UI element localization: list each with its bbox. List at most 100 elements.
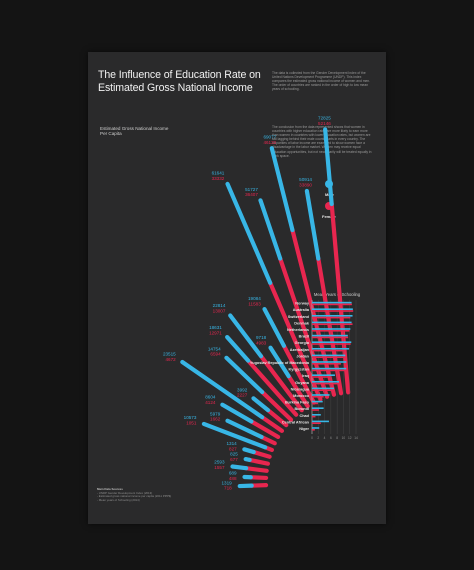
female-gni-bar xyxy=(278,256,330,399)
female-gni-bar xyxy=(260,415,285,433)
male-gni-bar xyxy=(225,334,251,363)
female-schooling-bar xyxy=(312,363,341,365)
male-schooling-bar xyxy=(312,381,340,383)
male-gni-bar xyxy=(230,464,249,471)
female-value-label: 52146 xyxy=(318,121,331,126)
footer-line: - Mean years of Schooling (2014) xyxy=(97,497,140,502)
male-schooling-bar xyxy=(312,414,321,416)
country-label: Netherlands xyxy=(287,328,309,332)
country-label: Norway xyxy=(295,302,310,306)
country-label: Nicaragua xyxy=(291,387,310,391)
male-gni-bar xyxy=(220,402,254,424)
country-label: Yugoslav Republic of Macedonia xyxy=(250,361,310,365)
gni-axis-label: Estimated Gross National Income Per Capi… xyxy=(100,126,169,137)
male-value-label: 5979 xyxy=(210,411,221,416)
female-value-label: 2227 xyxy=(237,393,248,398)
male-schooling-bar xyxy=(312,301,352,304)
country-label: Iraq xyxy=(302,374,310,378)
male-schooling-bar xyxy=(312,341,352,343)
female-value-label: 12971 xyxy=(209,330,222,335)
male-schooling-bar xyxy=(312,354,346,357)
male-value-label: 22814 xyxy=(213,303,226,308)
schooling-axis-title: Mean Years of Schooling xyxy=(313,292,361,297)
male-schooling-bar xyxy=(312,334,348,337)
male-schooling-bar xyxy=(312,367,347,370)
female-value-label: 4983 xyxy=(256,340,267,345)
male-value-label: 1319 xyxy=(221,480,232,485)
male-gni-bar xyxy=(262,307,287,348)
male-schooling-bar xyxy=(312,348,350,350)
female-gni-bar xyxy=(248,475,269,481)
footer-line: - Estimated gross national income per ca… xyxy=(97,494,172,499)
female-value-label: 46132 xyxy=(263,140,276,145)
legend-female-label: Female xyxy=(322,214,336,219)
female-value-label: 6594 xyxy=(210,352,221,357)
country-label: Switzerland xyxy=(288,315,310,319)
female-gni-bar xyxy=(258,354,304,413)
female-gni-bar xyxy=(281,343,316,405)
male-gni-bar xyxy=(268,345,291,379)
male-gni-bar xyxy=(228,313,264,359)
x-tick-label: 4 xyxy=(324,436,326,440)
male-gni-bar xyxy=(251,396,271,413)
male-gni-bar xyxy=(225,418,264,440)
country-label: Chad xyxy=(300,414,310,418)
female-schooling-bar xyxy=(312,376,330,378)
page-title: The Influence of Education Rate on Estim… xyxy=(98,69,261,94)
female-value-label: 827 xyxy=(229,446,237,451)
country-label: Jordan xyxy=(296,354,309,358)
female-gni-bar xyxy=(286,374,310,409)
country-label: Kyrgyzstan xyxy=(289,368,310,372)
female-gni-bar xyxy=(246,358,299,417)
female-value-label: 33332 xyxy=(212,176,225,181)
male-schooling-bar xyxy=(312,308,353,310)
male-gni-bar xyxy=(258,198,283,261)
country-label: Central African xyxy=(282,420,310,424)
footer-heading: Main Data Sources xyxy=(97,487,123,491)
footer-line: - UNDP Gender Development Index (2013) xyxy=(97,490,153,495)
male-schooling-bar xyxy=(312,315,353,317)
x-tick-label: 0 xyxy=(311,436,313,440)
male-value-label: 61641 xyxy=(212,171,225,176)
male-value-label: 8604 xyxy=(205,395,216,400)
female-value-label: 1051 xyxy=(186,420,197,425)
female-schooling-bar xyxy=(312,316,351,319)
female-gni-bar xyxy=(244,466,269,473)
female-gni-bar xyxy=(259,434,277,446)
x-tick-label: 2 xyxy=(317,436,319,440)
male-value-label: 23515 xyxy=(163,351,176,356)
intro-paragraph: The data is collected from the Gender De… xyxy=(272,71,371,92)
male-value-label: 18631 xyxy=(209,325,222,330)
female-schooling-bar xyxy=(312,356,344,358)
female-schooling-bar xyxy=(312,409,319,411)
female-gni-bar xyxy=(290,227,337,397)
male-schooling-bar xyxy=(312,374,335,376)
country-label: Australia xyxy=(293,308,310,312)
female-schooling-bar xyxy=(312,396,324,398)
male-gni-bar xyxy=(224,355,265,395)
country-label: Brazil xyxy=(299,335,309,339)
female-schooling-bar xyxy=(312,303,352,306)
male-value-label: 9718 xyxy=(256,335,267,340)
male-gni-bar xyxy=(243,456,252,463)
x-tick-label: 6 xyxy=(330,436,332,440)
male-schooling-bar xyxy=(312,361,347,363)
country-label: Morocco xyxy=(293,394,310,398)
poster: The Influence of Education Rate on Estim… xyxy=(88,52,386,524)
footer-sources: Main Data Sources - UNDP Gender Developm… xyxy=(97,487,207,502)
female-schooling-bar xyxy=(312,369,347,372)
female-value-label: 4124 xyxy=(205,400,216,405)
x-tick-label: 8 xyxy=(336,436,338,440)
female-value-label: 718 xyxy=(224,486,232,491)
female-value-label: 488 xyxy=(229,476,237,481)
female-value-label: 33890 xyxy=(299,182,312,187)
male-schooling-bar xyxy=(312,394,330,396)
female-value-label: 1662 xyxy=(210,417,221,422)
female-schooling-bar xyxy=(312,330,350,332)
female-schooling-bar xyxy=(312,323,353,325)
male-gni-bar xyxy=(323,127,334,207)
country-label: Burundi xyxy=(294,407,309,411)
female-schooling-bar xyxy=(312,422,321,424)
male-value-label: 72825 xyxy=(318,115,331,120)
